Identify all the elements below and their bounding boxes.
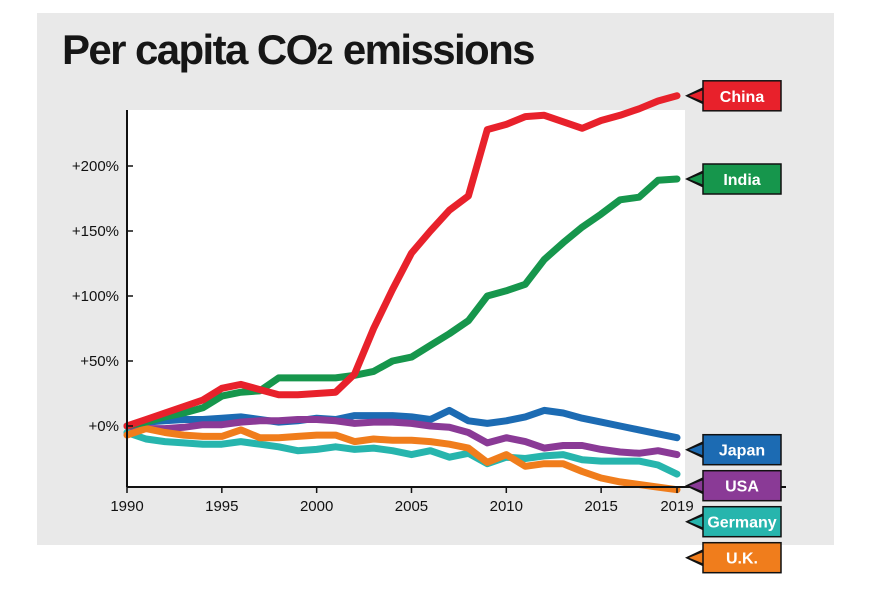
legend-label: Germany [707,515,776,532]
y-tick-label: +150% [72,223,119,240]
series-lines [123,92,681,494]
legend-item-china: China [685,80,782,112]
y-tick-label: +100% [72,288,119,305]
series-line-u-k [123,425,681,494]
legend-item-india: India [685,163,782,195]
legend-label: U.K. [726,551,758,568]
plot-area [127,110,685,487]
series-line-germany [123,429,681,478]
legend-pointer-fill [689,515,704,528]
legend-box [702,505,782,538]
legend-pointer-fill [689,173,704,185]
legend-pointer-fill [689,551,704,564]
legend-box [702,163,782,195]
legend-label: Japan [719,443,765,460]
legend-label: China [720,89,765,106]
legend-box [702,469,782,502]
series-line-usa [123,416,681,459]
legend-box [702,541,782,574]
chart-title-end: emissions [332,26,536,73]
legend-pointer-fill [689,479,704,492]
legend-label: USA [725,479,759,496]
y-ticks: +0% +50% +100% +150% +200% [72,158,133,435]
x-tick-label: 2005 [395,498,428,515]
legend-item-u-k: U.K. [685,541,782,574]
x-ticks: 1990 1995 2000 2005 2010 2015 2019 [110,487,694,515]
x-tick-label: 1995 [205,498,238,515]
y-tick-label: +0% [89,418,119,435]
legend-pointer-fill [689,89,704,102]
x-tick-label: 2000 [300,498,333,515]
y-tick-label: +200% [72,158,119,175]
legend-item-japan: Japan [685,433,782,466]
series-line-india [123,175,681,430]
series-line-japan [123,406,681,442]
x-tick-label: 2019 [660,498,693,515]
x-tick-label: 2015 [584,498,617,515]
legend-box [702,433,782,466]
legend-item-germany: Germany [685,505,782,538]
legend: China India Japan USA Germany U.K. [685,80,782,574]
legend-item-usa: USA [685,469,782,502]
x-tick-label: 2010 [490,498,523,515]
series-line-china [123,92,681,430]
chart-title-main: Per capita CO [62,26,318,73]
chart-title-subscript: 2 [316,38,334,71]
legend-pointer-fill [689,443,704,456]
legend-box [702,80,782,112]
legend-label: India [723,172,760,189]
y-tick-label: +50% [80,353,119,370]
chart-title: Per capita CO2 emissions [62,26,536,74]
x-tick-label: 1990 [110,498,143,515]
